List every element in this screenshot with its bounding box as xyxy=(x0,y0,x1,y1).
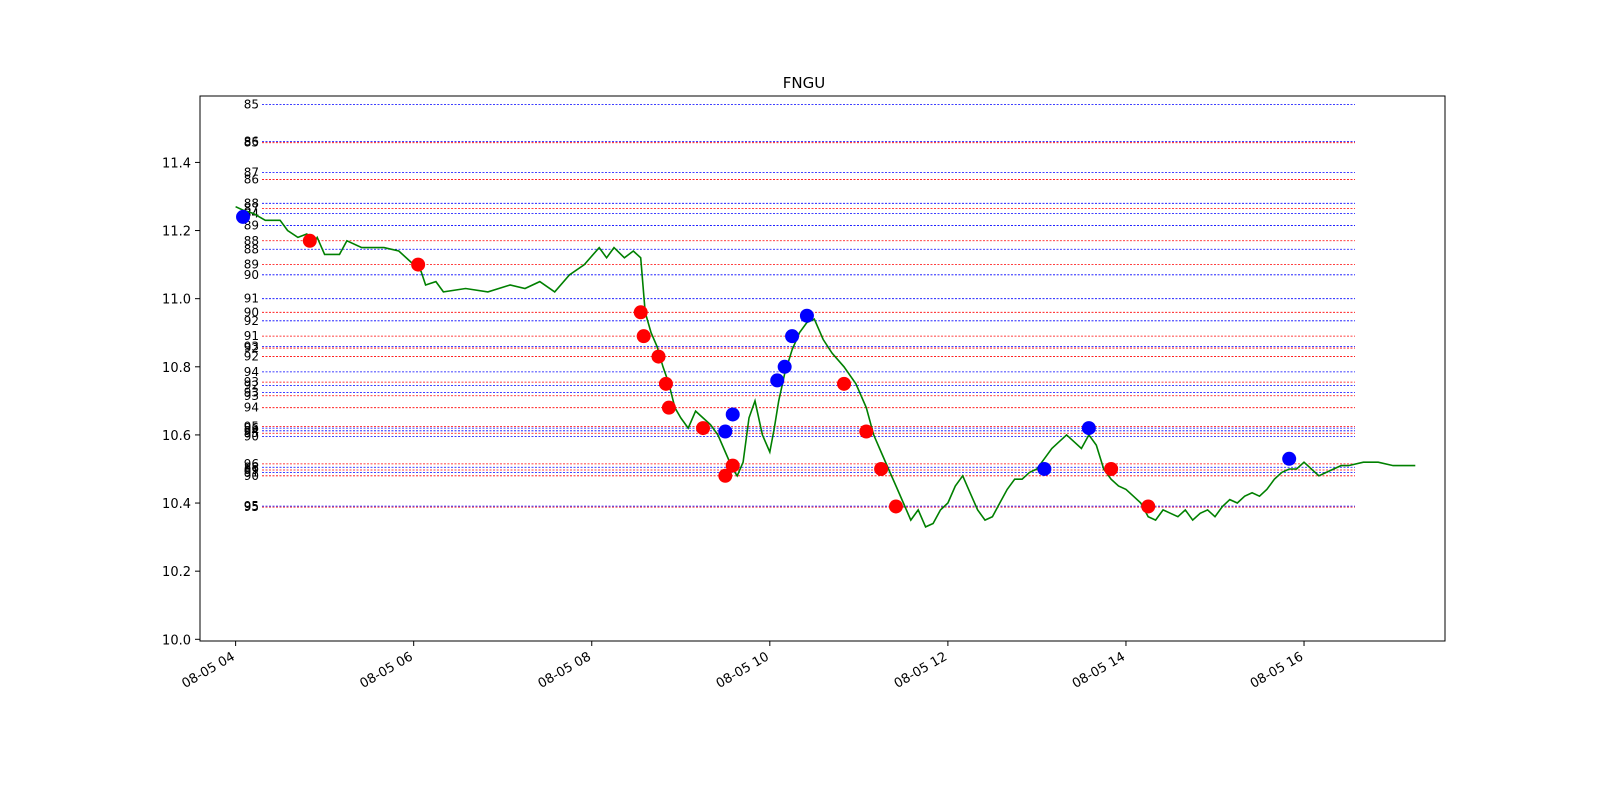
buy-marker xyxy=(785,329,800,344)
level-label: 91 xyxy=(244,465,259,479)
level-label: 90 xyxy=(244,268,259,282)
y-axis: 10.0 10.2 10.4 10.6 10.8 11.0 11.2 11.4 xyxy=(162,156,200,648)
level-label: 90 xyxy=(244,469,259,483)
sell-marker xyxy=(888,499,903,514)
level-label: 96 xyxy=(244,421,259,435)
level-label: 91 xyxy=(244,292,259,306)
sell-marker xyxy=(725,458,740,473)
y-tick-label: 10.6 xyxy=(162,429,191,444)
level-label: 93 xyxy=(244,389,259,403)
level-label: 94 xyxy=(244,365,259,379)
level-label: 95 xyxy=(244,499,259,513)
trade-markers xyxy=(236,209,1297,514)
sell-marker xyxy=(658,376,673,391)
level-label: 96 xyxy=(244,457,259,471)
sell-marker xyxy=(1141,499,1156,514)
level-label: 93 xyxy=(244,385,259,399)
sell-marker xyxy=(1104,461,1119,476)
y-tick-label: 10.0 xyxy=(162,633,191,648)
level-label: 93 xyxy=(244,375,259,389)
level-label: 86 xyxy=(244,172,259,186)
y-tick-label: 11.4 xyxy=(162,156,191,171)
level-label: 92 xyxy=(244,379,259,393)
level-label: 85 xyxy=(244,136,259,150)
sell-marker xyxy=(696,421,711,436)
price-line-group xyxy=(235,205,1416,528)
buy-marker xyxy=(1282,451,1297,466)
buy-marker xyxy=(1037,461,1052,476)
y-tick-label: 10.4 xyxy=(162,497,191,512)
buy-marker xyxy=(718,424,733,439)
buy-marker xyxy=(725,407,740,422)
sell-marker xyxy=(661,400,676,415)
buy-marker xyxy=(777,359,792,374)
level-label: 89 xyxy=(244,258,259,272)
level-label: 88 xyxy=(244,196,259,210)
plot-area-frame xyxy=(199,95,1446,642)
level-label: 92 xyxy=(244,314,259,328)
buy-marker xyxy=(236,209,251,224)
level-label: 86 xyxy=(244,135,259,149)
level-label: 95 xyxy=(244,426,259,440)
level-label: 90 xyxy=(244,430,259,444)
level-label: 94 xyxy=(244,424,259,438)
level-label: 88 xyxy=(244,460,259,474)
sell-marker xyxy=(651,349,666,364)
level-label: 91 xyxy=(244,329,259,343)
level-label: 94 xyxy=(244,401,259,415)
level-label: 88 xyxy=(244,234,259,248)
y-tick-label: 10.2 xyxy=(162,565,191,580)
sell-marker xyxy=(837,376,852,391)
level-label: 88 xyxy=(244,242,259,256)
level-label: 93 xyxy=(244,339,259,353)
sell-marker xyxy=(411,257,426,272)
level-label: 92 xyxy=(244,341,259,355)
level-label: 95 xyxy=(244,500,259,514)
level-label: 95 xyxy=(244,419,259,433)
sell-marker xyxy=(636,329,651,344)
y-tick-label: 10.8 xyxy=(162,361,191,376)
chart-title: FNGU xyxy=(783,74,825,92)
buy-marker xyxy=(1081,421,1096,436)
level-label: 87 xyxy=(244,166,259,180)
sell-marker xyxy=(302,233,317,248)
sell-marker xyxy=(874,461,889,476)
level-label: 90 xyxy=(244,305,259,319)
buy-marker xyxy=(770,373,785,388)
sell-marker xyxy=(718,468,733,483)
level-label: 92 xyxy=(244,350,259,364)
y-tick-label: 11.0 xyxy=(162,293,191,308)
sell-marker xyxy=(859,424,874,439)
y-tick-label: 11.2 xyxy=(162,225,191,240)
price-line xyxy=(235,205,1416,528)
level-label: 89 xyxy=(244,463,259,477)
buy-marker xyxy=(799,308,814,323)
level-label: 85 xyxy=(244,98,259,112)
sell-marker xyxy=(633,305,648,320)
